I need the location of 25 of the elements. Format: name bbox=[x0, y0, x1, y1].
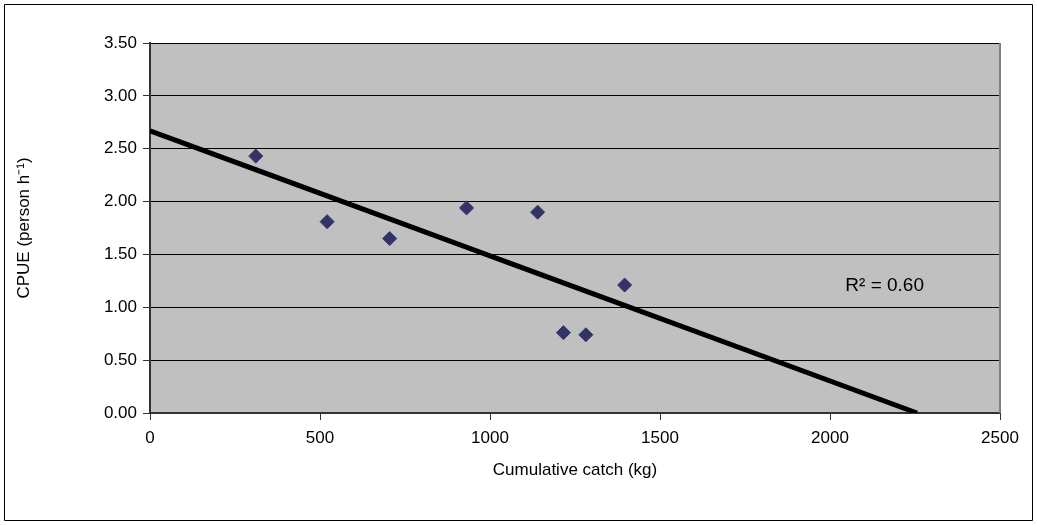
point bbox=[319, 214, 335, 230]
point bbox=[382, 231, 398, 247]
y-tick-label: 3.00 bbox=[103, 85, 137, 105]
point bbox=[459, 200, 475, 216]
point bbox=[530, 204, 546, 220]
point bbox=[578, 327, 594, 343]
x-tick-label: 500 bbox=[305, 427, 335, 447]
y-tick-label: 2.00 bbox=[103, 191, 137, 211]
y-tick-label: 0.00 bbox=[103, 402, 137, 422]
x-axis-title: Cumulative catch (kg) bbox=[492, 460, 658, 480]
y-tick-label: 2.50 bbox=[103, 138, 137, 158]
annotation: R² = 0.60 bbox=[845, 273, 924, 295]
x-tick-label: 2000 bbox=[811, 427, 849, 447]
y-tick-label: 3.50 bbox=[103, 32, 137, 52]
x-tick-label: 1000 bbox=[471, 427, 509, 447]
x-tick-label: 1500 bbox=[641, 427, 679, 447]
point bbox=[617, 277, 633, 293]
x-tick-label: 0 bbox=[145, 427, 155, 447]
x-tick-label: 2500 bbox=[981, 427, 1019, 447]
point bbox=[248, 148, 264, 164]
y-tick-label: 1.50 bbox=[103, 244, 137, 264]
y-tick-label: 0.50 bbox=[103, 349, 137, 369]
y-axis-title: CPUE (person h⁻¹) bbox=[13, 157, 33, 299]
y-tick-label: 1.00 bbox=[103, 296, 137, 316]
point bbox=[555, 325, 571, 341]
